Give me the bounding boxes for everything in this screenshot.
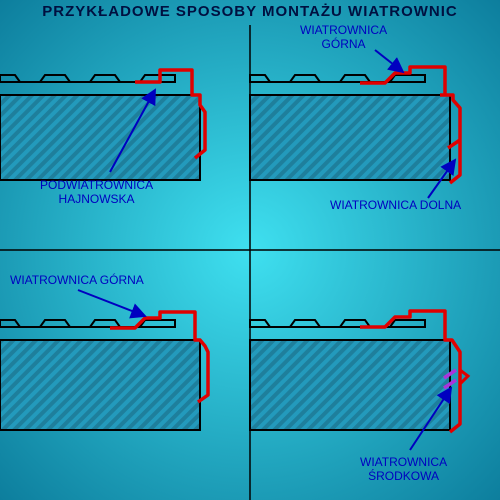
diagram-title: PRZYKŁADOWE SPOSOBY MONTAŻU WIATROWNIC (0, 3, 500, 20)
label-gorna-2: WIATROWNICA GÓRNA (10, 273, 144, 287)
diagram-svg (0, 0, 500, 500)
diagram-container: PRZYKŁADOWE SPOSOBY MONTAŻU WIATROWNIC P… (0, 0, 500, 500)
label-podwiatrownica: PODWIATROWNICA HAJNOWSKA (40, 178, 153, 207)
label-dolna: WIATROWNICA DOLNA (330, 198, 461, 212)
label-srodkowa: WIATROWNICA ŚRODKOWA (360, 455, 447, 484)
label-gorna-1: WIATROWNICA GÓRNA (300, 23, 387, 52)
